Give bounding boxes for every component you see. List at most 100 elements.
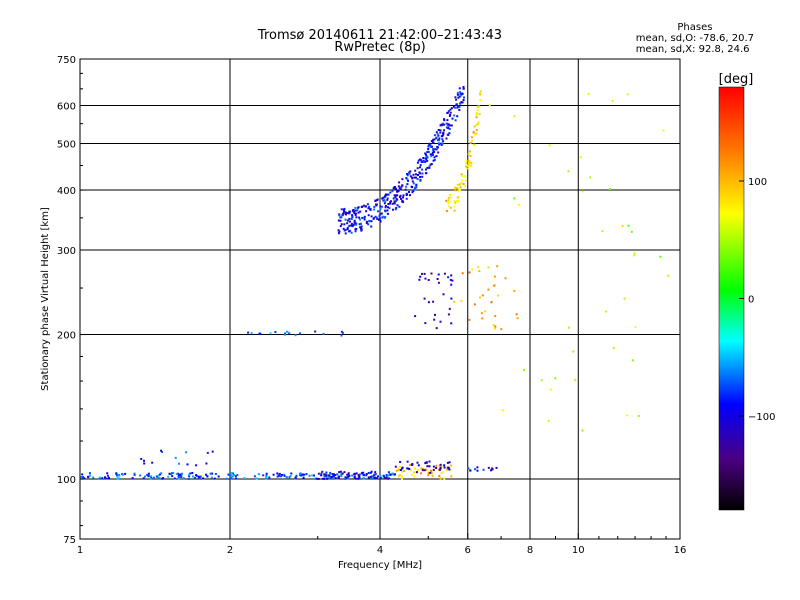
echo-point [247,331,250,334]
echo-point [347,212,350,215]
echo-point [497,294,499,297]
echo-point [442,133,445,135]
echo-point [471,268,474,271]
echo-point [399,461,402,463]
echo-point [475,123,478,126]
echo-point [446,461,449,464]
echo-point [101,477,104,480]
echo-point [454,96,457,99]
echo-point [589,176,592,179]
echo-point [468,160,471,163]
echo-point [424,152,427,155]
echo-point [467,152,470,155]
echo-point [415,176,418,179]
echo-point [294,334,297,337]
echo-point [210,472,213,475]
echo-point [106,472,109,475]
echo-point [479,91,482,94]
echo-point [161,451,163,453]
echo-point [384,194,387,197]
echo-point [375,477,378,480]
echo-point [322,332,325,335]
echo-point [443,129,445,132]
echo-point [343,229,346,232]
echo-point [461,101,464,104]
echo-point [393,201,396,204]
echo-point [493,327,496,330]
echo-point [408,172,411,175]
echo-point [432,465,435,468]
echo-point [412,190,415,192]
echo-point [627,224,630,227]
echo-point [290,472,293,475]
echo-point [160,472,163,475]
echo-point [431,151,434,154]
echo-point [436,133,439,136]
echo-point [424,277,427,280]
echo-point [363,218,366,221]
echo-point [411,177,414,180]
echo-point [358,223,361,226]
echo-point [399,465,401,468]
echo-point [178,477,180,480]
echo-point [404,188,407,191]
echo-point [469,164,472,167]
echo-point [440,135,443,138]
echo-point [420,160,423,163]
echo-point [329,471,332,474]
echo-point [140,458,143,460]
echo-point [423,297,426,300]
echo-point [392,197,395,200]
echo-point [302,473,305,476]
echo-point [234,475,237,478]
echo-point [283,334,286,337]
echo-point [413,471,416,474]
echo-point [435,467,438,469]
x-tick-label: 10 [572,545,585,556]
echo-point [409,194,411,197]
echo-point [179,473,182,476]
echo-point [383,476,386,479]
echo-point [467,467,470,470]
echo-point [457,96,460,99]
echo-point [420,472,422,475]
echo-point [395,207,398,209]
echo-point [481,317,484,320]
echo-point [108,476,110,479]
echo-point [131,477,134,480]
echo-point [432,149,435,152]
echo-point [355,472,358,475]
echo-point [412,173,415,176]
echo-point [513,115,516,118]
echo-point [476,469,479,472]
echo-point [432,148,435,150]
colorbar-tick-label: 100 [748,177,767,188]
echo-point [567,170,570,173]
echo-point [397,185,400,188]
echo-point [159,473,161,476]
echo-point [447,204,450,207]
echo-point [133,473,136,476]
echo-point [413,176,416,179]
echo-point [214,473,217,475]
echo-point [367,207,370,210]
echo-point [459,91,462,94]
echo-point [354,214,357,216]
echo-point [446,119,449,122]
echo-point [415,183,418,186]
echo-point [355,222,358,225]
echo-point [348,210,351,213]
echo-point [458,183,461,186]
echo-point [408,191,410,193]
echo-point [197,475,200,478]
echo-point [426,159,429,162]
echo-point [426,465,429,468]
echo-point [367,471,370,474]
echo-point [402,194,405,197]
echo-point [455,103,458,106]
echo-point [331,476,334,479]
echo-point [325,471,328,474]
echo-point [449,108,452,111]
echo-point [395,200,397,203]
echo-point [445,137,448,140]
